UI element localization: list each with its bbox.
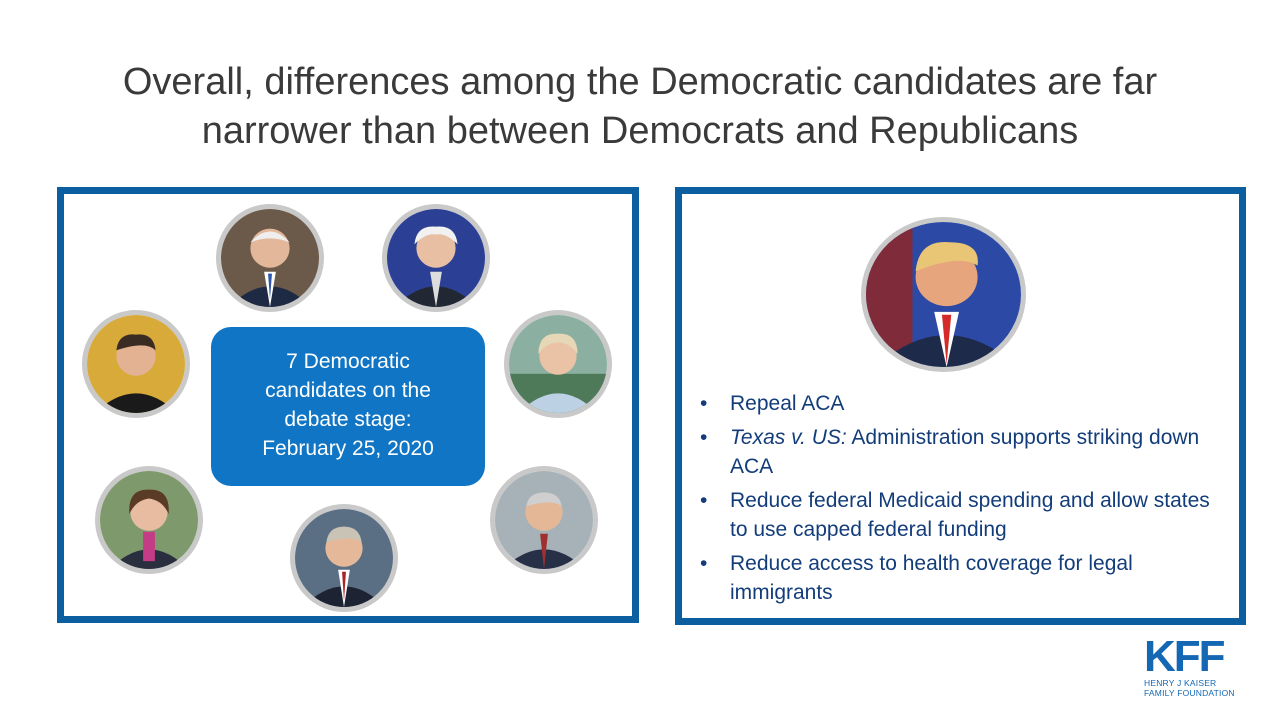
- callout-line-2: candidates on the: [265, 379, 431, 402]
- candidates-callout: 7 Democratic candidates on the debate st…: [211, 327, 485, 486]
- kff-logo: KFF HENRY J KAISER FAMILY FOUNDATION: [1144, 632, 1239, 699]
- republican-positions-list: • Repeal ACA • Texas v. US: Administration…: [700, 389, 1220, 612]
- bullet-icon: •: [700, 392, 708, 415]
- bullet-icon: •: [700, 552, 708, 575]
- position-text: Reduce federal Medicaid spending and all…: [730, 489, 1210, 541]
- title-line-1: Overall, differences among the Democrati…: [122, 61, 1158, 103]
- candidate-photo-3: [82, 310, 190, 418]
- position-text: Repeal ACA: [730, 392, 845, 415]
- callout-line-4: February 25, 2020: [262, 437, 434, 460]
- callout-line-3: debate stage:: [284, 408, 412, 431]
- candidate-photo-6: [490, 466, 598, 574]
- position-item: • Reduce access to health coverage for le…: [700, 549, 1220, 607]
- position-item: • Repeal ACA: [700, 389, 1220, 418]
- bullet-icon: •: [700, 426, 708, 449]
- candidate-photo-5: [95, 466, 203, 574]
- position-text: Reduce access to health coverage for leg…: [730, 552, 1133, 604]
- candidate-photo-7: [290, 504, 398, 612]
- position-text: Administration supports striking down AC…: [730, 426, 1200, 478]
- logo-line-1: HENRY J KAISER: [1144, 678, 1217, 688]
- slide-title: Overall, differences among the Democrati…: [40, 58, 1240, 156]
- logo-mark: KFF: [1144, 632, 1226, 681]
- candidate-photo-1: [216, 204, 324, 312]
- logo-line-2: FAMILY FOUNDATION: [1144, 688, 1235, 698]
- callout-line-1: 7 Democratic: [286, 350, 410, 373]
- republican-photo: [861, 217, 1026, 372]
- position-item: • Texas v. US: Administration supports st…: [700, 423, 1220, 481]
- position-italic: Texas v. US:: [730, 426, 847, 449]
- candidate-photo-4: [504, 310, 612, 418]
- candidate-photo-2: [382, 204, 490, 312]
- title-line-2: narrower than between Democrats and Repu…: [201, 110, 1079, 152]
- position-item: • Reduce federal Medicaid spending and al…: [700, 486, 1220, 544]
- bullet-icon: •: [700, 489, 708, 512]
